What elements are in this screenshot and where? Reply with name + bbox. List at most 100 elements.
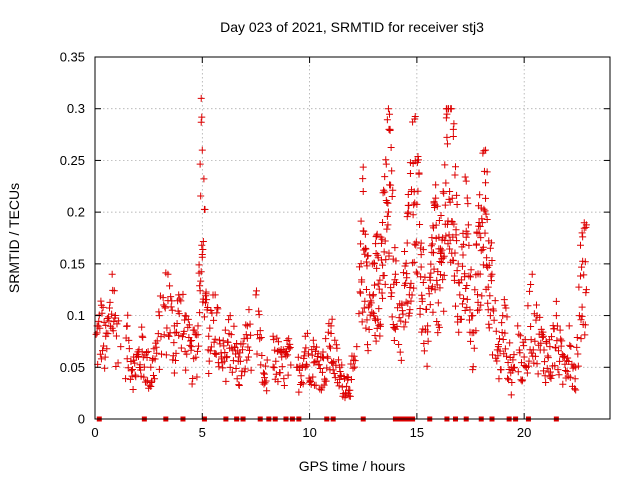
data-point xyxy=(373,264,381,272)
data-point xyxy=(582,221,590,229)
data-point xyxy=(561,367,569,375)
data-point xyxy=(440,252,448,260)
data-point xyxy=(414,152,422,160)
data-point xyxy=(487,272,495,280)
data-point xyxy=(510,351,518,359)
data-point xyxy=(101,353,109,361)
data-point xyxy=(383,116,391,124)
data-point xyxy=(262,377,270,385)
data-point xyxy=(189,375,197,383)
data-point xyxy=(433,318,441,326)
data-point xyxy=(198,251,206,259)
data-point xyxy=(387,181,395,189)
data-point xyxy=(138,332,146,340)
data-point xyxy=(123,322,131,330)
data-point xyxy=(194,322,202,330)
data-point xyxy=(565,322,573,330)
data-point xyxy=(501,329,509,337)
data-point xyxy=(190,326,198,334)
data-point xyxy=(170,339,178,347)
data-point xyxy=(431,286,439,294)
data-point xyxy=(337,371,345,379)
data-point xyxy=(528,270,536,278)
data-point xyxy=(410,188,418,196)
data-point xyxy=(276,369,284,377)
data-point xyxy=(177,297,185,305)
data-point xyxy=(195,261,203,269)
data-point xyxy=(506,339,514,347)
data-point xyxy=(381,188,389,196)
data-point xyxy=(416,304,424,312)
data-point xyxy=(372,240,380,248)
data-point xyxy=(223,353,231,361)
data-point xyxy=(428,240,436,248)
data-point xyxy=(272,357,280,365)
data-point xyxy=(96,324,104,332)
data-point xyxy=(418,291,426,299)
data-point xyxy=(492,327,500,335)
data-point xyxy=(403,239,411,247)
data-point xyxy=(382,156,390,164)
data-point xyxy=(246,320,254,328)
data-point xyxy=(449,125,457,133)
data-point xyxy=(478,215,486,223)
data-point xyxy=(502,304,510,312)
data-point xyxy=(219,337,227,345)
data-point xyxy=(184,315,192,323)
data-point xyxy=(556,326,564,334)
data-point xyxy=(198,146,206,154)
data-point xyxy=(435,216,443,224)
data-point xyxy=(459,251,467,259)
data-point xyxy=(273,334,281,342)
data-point xyxy=(436,271,444,279)
data-point xyxy=(571,385,579,393)
data-point xyxy=(319,348,327,356)
data-point xyxy=(171,329,179,337)
data-point xyxy=(131,371,139,379)
data-point xyxy=(295,388,303,396)
data-point xyxy=(212,350,220,358)
data-point xyxy=(387,143,395,151)
data-point xyxy=(198,113,206,121)
data-point xyxy=(534,370,542,378)
data-point xyxy=(442,179,450,187)
data-point xyxy=(366,311,374,319)
data-point xyxy=(331,336,339,344)
data-point xyxy=(435,323,443,331)
data-point xyxy=(386,110,394,118)
data-point xyxy=(286,340,294,348)
data-point xyxy=(168,306,176,314)
data-point xyxy=(417,239,425,247)
x-tick-label: 5 xyxy=(199,425,206,440)
data-point xyxy=(369,292,377,300)
data-point xyxy=(380,248,388,256)
data-point xyxy=(374,315,382,323)
data-point xyxy=(132,373,140,381)
data-point xyxy=(541,358,549,366)
data-point xyxy=(316,365,324,373)
data-point xyxy=(432,194,440,202)
data-point xyxy=(514,322,522,330)
data-point xyxy=(364,252,372,260)
data-point xyxy=(476,270,484,278)
data-point xyxy=(357,289,365,297)
data-point xyxy=(108,270,116,278)
data-point xyxy=(472,327,480,335)
data-point xyxy=(300,352,308,360)
data-point xyxy=(536,313,544,321)
data-point xyxy=(253,350,261,358)
data-point xyxy=(255,307,263,315)
data-point xyxy=(430,265,438,273)
data-point xyxy=(336,375,344,383)
data-point xyxy=(483,216,491,224)
data-point xyxy=(384,199,392,207)
data-point xyxy=(142,378,150,386)
grid-lines xyxy=(95,57,610,419)
data-point xyxy=(414,187,422,195)
data-point xyxy=(388,289,396,297)
data-point xyxy=(516,332,524,340)
data-point xyxy=(457,276,465,284)
data-point xyxy=(143,354,151,362)
data-point xyxy=(360,304,368,312)
data-point xyxy=(358,278,366,286)
